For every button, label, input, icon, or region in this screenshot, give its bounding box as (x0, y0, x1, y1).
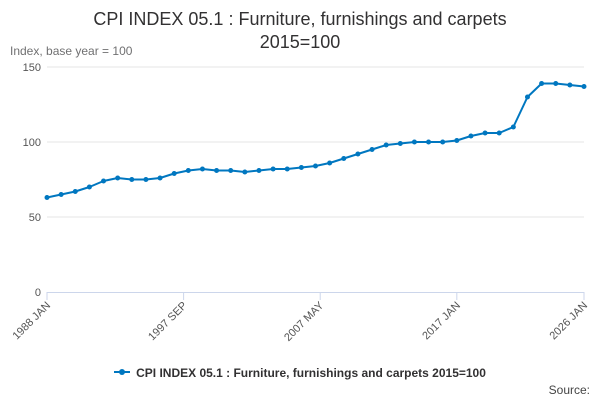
series-point (72, 189, 78, 194)
series-point (426, 139, 432, 145)
series-point (539, 81, 545, 86)
series-point (242, 169, 248, 175)
y-tick-label: 100 (23, 137, 41, 149)
y-tick-label: 0 (35, 287, 41, 299)
series-point (171, 171, 177, 176)
series-point (510, 124, 516, 130)
x-tick-label: 1997 SEP (146, 300, 190, 344)
series-point (115, 175, 121, 181)
series-point (327, 160, 333, 166)
series-point (256, 168, 262, 173)
chart-title: CPI INDEX 05.1 : Furniture, furnishings … (93, 9, 507, 52)
y-tick-label: 150 (23, 62, 41, 74)
series-point (553, 81, 559, 86)
series-point (581, 84, 587, 89)
series-point (397, 141, 403, 146)
series-point (199, 166, 205, 172)
series-point (214, 168, 220, 173)
x-tick-label: 2007 MAY (282, 299, 327, 344)
series-point (524, 94, 530, 100)
series-point (411, 139, 417, 145)
series-point (383, 142, 389, 148)
series-point (157, 175, 163, 181)
legend-series-label: CPI INDEX 05.1 : Furniture, furnishings … (136, 366, 486, 380)
y-axis-label: Index, base year = 100 (10, 44, 133, 58)
series-point (355, 151, 361, 157)
series-point (496, 130, 502, 136)
legend[interactable]: CPI INDEX 05.1 : Furniture, furnishings … (0, 366, 600, 380)
legend-series-swatch (114, 368, 131, 375)
series-point (129, 177, 135, 182)
x-tick-label: 2017 JAN (420, 300, 463, 343)
series-point (101, 178, 107, 184)
x-tick-label: 2026 JAN (547, 300, 590, 343)
x-tick-label: 1988 JAN (10, 300, 53, 343)
series-point (440, 139, 446, 145)
y-tick-label: 50 (29, 212, 41, 224)
series-point (58, 192, 64, 197)
series-point (567, 82, 573, 88)
series-point (228, 168, 234, 173)
series-point (143, 177, 149, 182)
series-point (341, 156, 347, 161)
series-point (369, 147, 375, 152)
series-point (86, 184, 92, 190)
series-point (44, 195, 50, 200)
series-point (468, 133, 474, 139)
series-line (46, 82, 585, 199)
series-point (313, 163, 318, 169)
series-point (284, 166, 290, 172)
series-point (270, 166, 276, 172)
series-point (454, 138, 460, 143)
series-point (298, 165, 304, 170)
source-label: Source: (548, 383, 590, 397)
series-point (482, 130, 488, 136)
series-point (185, 168, 191, 173)
